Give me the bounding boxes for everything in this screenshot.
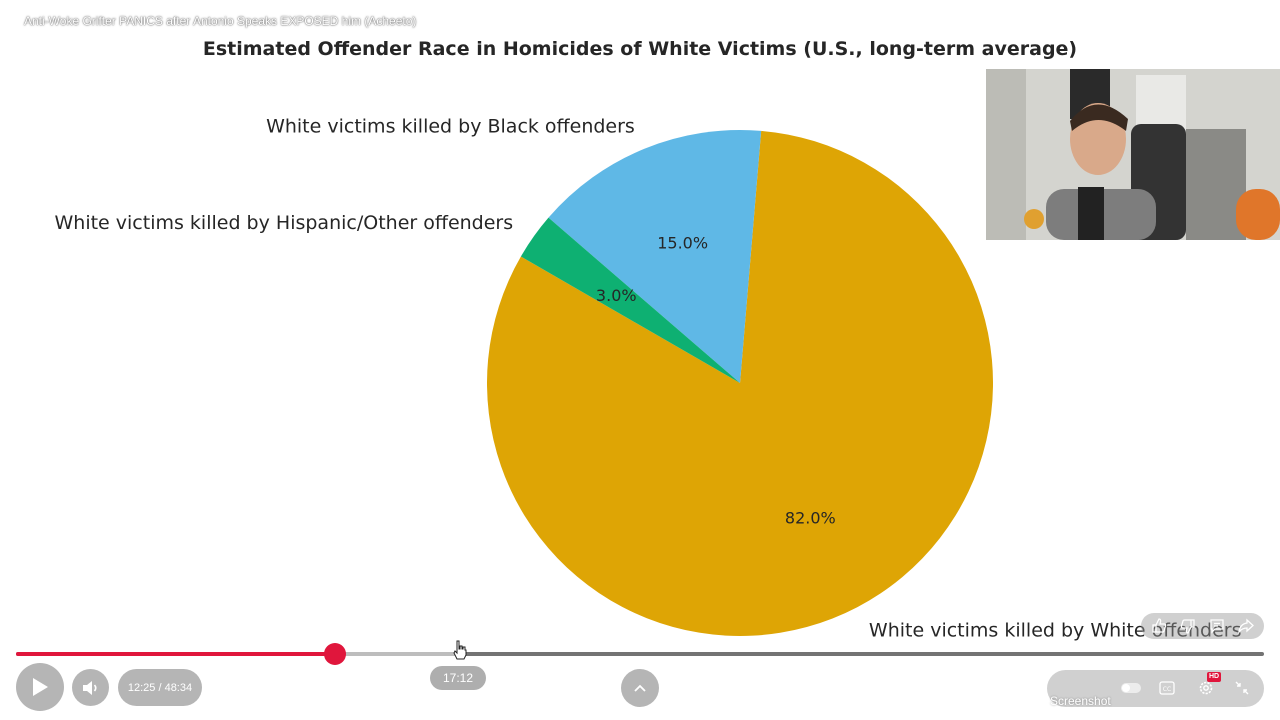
play-button[interactable] [16,663,64,711]
thumbs-down-icon [1180,619,1195,634]
speaker-icon [82,680,97,695]
volume-button[interactable] [72,669,109,706]
closed-captions-icon[interactable]: CC [1159,681,1175,695]
progress-bar[interactable] [16,643,1264,665]
pie-slice-white-victims-killed-by-hispanic-other-offenders [520,217,740,383]
hd-badge: HD [1207,672,1222,682]
pie-slice-white-victims-killed-by-white-offenders [487,130,993,636]
like-button[interactable] [1151,618,1167,634]
reaction-bar [1141,613,1264,639]
slice-percent-white-victims-killed-by-black-offenders: 15.0% [657,233,708,252]
share-arrow-icon [1237,618,1254,634]
webcam-overlay [986,69,1280,240]
time-display: 12:25 / 48:34 [118,669,202,706]
progress-played [16,652,336,656]
chart-title: Estimated Offender Race in Homicides of … [203,38,1077,60]
hand-cursor-icon [453,640,467,660]
settings-gear-icon[interactable] [1197,679,1215,697]
slice-label-white-victims-killed-by-hispanic-other-offenders: White victims killed by Hispanic/Other o… [55,212,514,234]
exit-fullscreen-icon[interactable] [1235,681,1249,695]
slice-label-white-victims-killed-by-black-offenders: White victims killed by Black offenders [266,115,635,137]
right-control-group: Screenshot CC HD [1047,670,1264,708]
pie-slice-white-victims-killed-by-black-offenders [548,130,762,383]
thumbs-up-icon [1152,618,1167,633]
dislike-button[interactable] [1180,618,1196,634]
hover-time-tooltip: 17:12 [430,666,486,690]
autoplay-toggle[interactable] [1121,683,1141,693]
play-icon [33,678,48,696]
comments-button[interactable] [1209,618,1225,634]
video-title: Anti-Woke Grifter PANICS after Antonio S… [24,14,417,28]
progress-scrubber-handle[interactable] [324,643,347,665]
slice-label-white-victims-killed-by-white-offenders: White victims killed by White offenders [869,620,1242,642]
slice-percent-white-victims-killed-by-white-offenders: 82.0% [785,509,836,528]
svg-text:CC: CC [1163,686,1171,693]
screenshot-label: Screenshot [1050,694,1111,708]
share-button[interactable] [1237,618,1254,634]
more-videos-button[interactable] [621,669,659,707]
comment-icon [1210,619,1224,634]
progress-track[interactable] [16,652,1264,656]
chevron-up-icon [634,684,646,692]
slice-percent-white-victims-killed-by-hispanic-other-offenders: 3.0% [596,286,637,305]
